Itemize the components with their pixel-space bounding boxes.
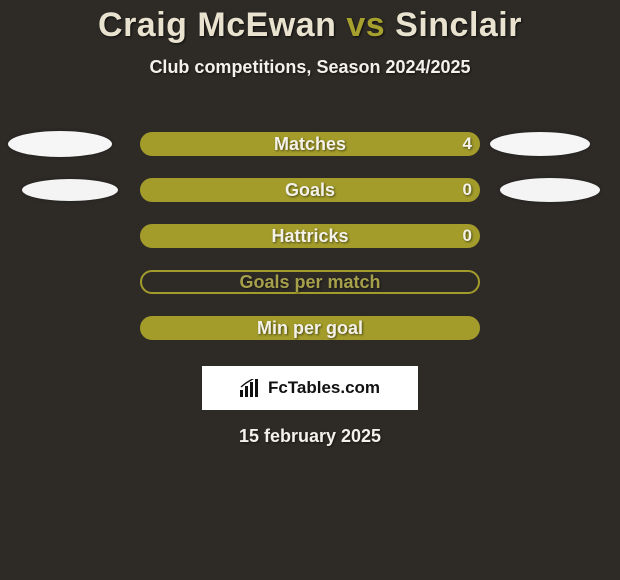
infographic-root: Craig McEwan vs Sinclair Club competitio…	[0, 0, 620, 580]
cloud-icon	[490, 132, 590, 156]
stat-bar	[140, 224, 480, 248]
player-a-name: Craig McEwan	[98, 6, 336, 44]
stat-row: Goals per match	[0, 260, 620, 306]
cloud-icon	[22, 179, 118, 201]
page-title: Craig McEwan vs Sinclair	[0, 0, 620, 45]
vs-separator: vs	[346, 6, 385, 44]
fctables-logo: FcTables.com	[202, 366, 418, 410]
stat-bar	[140, 316, 480, 340]
chart-icon	[240, 379, 262, 397]
stat-row: Goals0	[0, 168, 620, 214]
comparison-chart: Matches4Goals0Hattricks0Goals per matchM…	[0, 122, 620, 352]
stat-row: Min per goal	[0, 306, 620, 352]
subtitle: Club competitions, Season 2024/2025	[0, 57, 620, 78]
date-label: 15 february 2025	[0, 426, 620, 447]
stat-row: Hattricks0	[0, 214, 620, 260]
stat-bar	[140, 178, 480, 202]
stat-bar	[140, 270, 480, 294]
logo-text: FcTables.com	[268, 378, 380, 398]
stat-row: Matches4	[0, 122, 620, 168]
player-b-name: Sinclair	[395, 6, 522, 44]
cloud-icon	[500, 178, 600, 202]
stat-bar	[140, 132, 480, 156]
cloud-icon	[8, 131, 112, 157]
